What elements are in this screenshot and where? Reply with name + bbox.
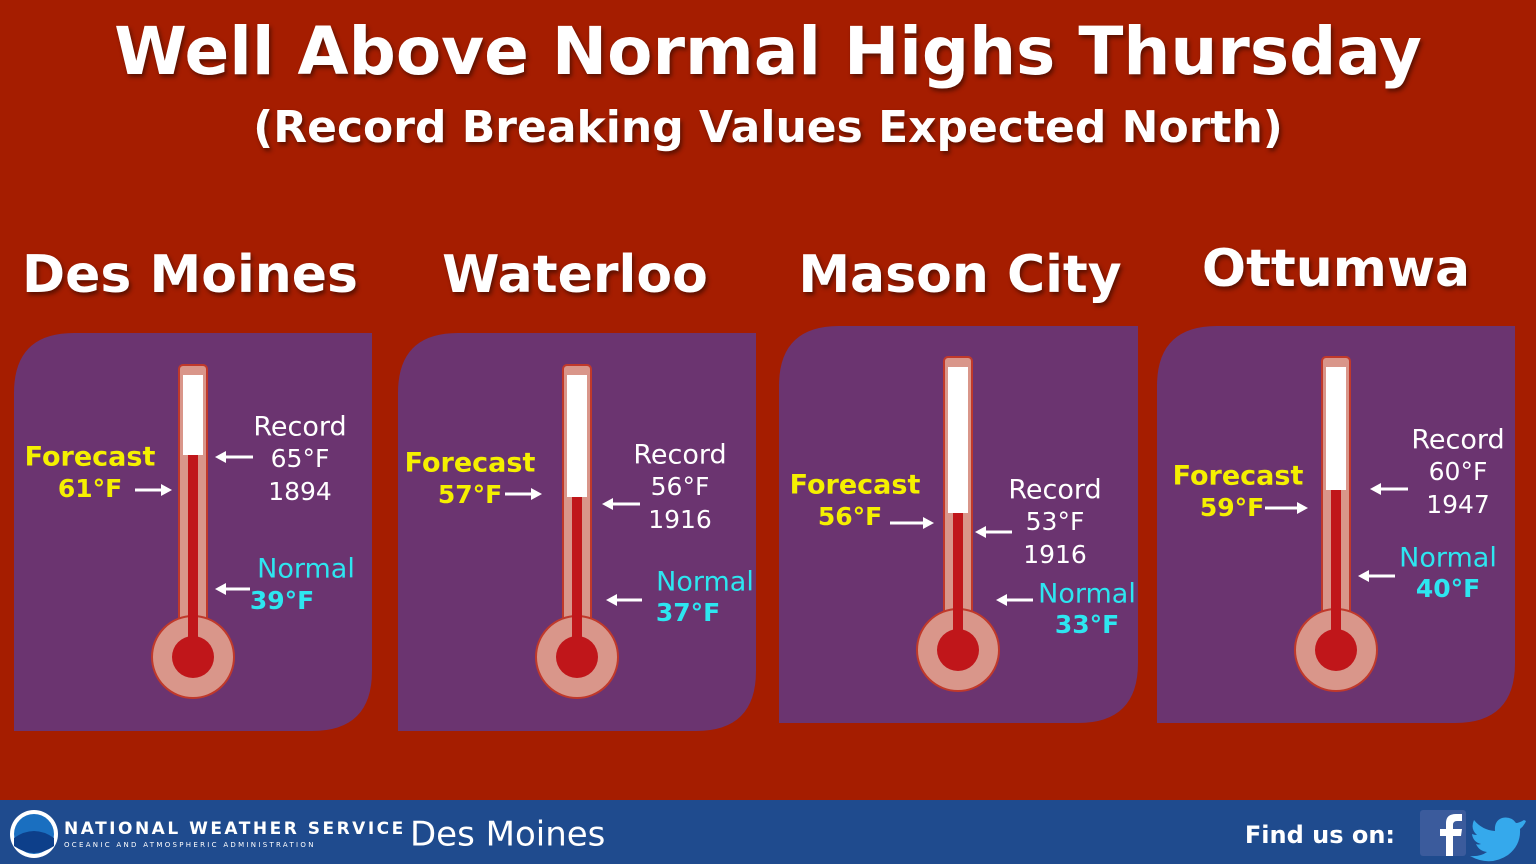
record-label: Record	[1008, 475, 1101, 506]
arrow-head	[606, 594, 617, 606]
footer-bar	[0, 800, 1536, 864]
subtitle: (Record Breaking Values Expected North)	[253, 102, 1283, 153]
forecast-value: 57°F	[438, 480, 502, 509]
arrow-head	[1358, 570, 1369, 582]
arrow-head	[1370, 483, 1381, 495]
forecast-label: Forecast	[405, 448, 536, 479]
arrow-head	[215, 583, 226, 595]
arrow-head	[161, 484, 172, 496]
thermometer-empty	[1326, 367, 1346, 490]
noaa-logo-wave	[14, 831, 54, 853]
thermometer-empty	[183, 375, 203, 455]
arrow-head	[215, 451, 226, 463]
record-year: 1947	[1426, 490, 1490, 519]
title: Well Above Normal Highs Thursday	[114, 13, 1422, 90]
record-year: 1894	[268, 477, 332, 506]
normal-label: Normal	[1399, 543, 1497, 574]
record-label: Record	[1411, 425, 1504, 456]
forecast-value: 56°F	[818, 502, 882, 531]
arrow-head	[923, 517, 934, 529]
record-value: 53°F	[1026, 507, 1085, 536]
thermometer-mercury	[572, 497, 582, 657]
normal-value: 37°F	[656, 598, 720, 627]
arrow-head	[1297, 502, 1308, 514]
facebook-glyph	[1440, 814, 1462, 856]
record-label: Record	[253, 412, 346, 443]
thermometer-core	[1315, 629, 1357, 671]
record-year: 1916	[1023, 540, 1087, 569]
forecast-label: Forecast	[1173, 461, 1304, 492]
forecast-value: 59°F	[1200, 493, 1264, 522]
normal-label: Normal	[1038, 579, 1136, 610]
thermometer-core	[172, 636, 214, 678]
record-value: 60°F	[1429, 457, 1488, 486]
agency: NATIONAL WEATHER SERVICE	[64, 819, 406, 839]
thermometer-core	[556, 636, 598, 678]
footer: NATIONAL WEATHER SERVICE OCEANIC AND ATM…	[0, 800, 1536, 864]
city-name: Waterloo	[442, 245, 708, 305]
arrow-head	[602, 498, 613, 510]
record-year: 1916	[648, 505, 712, 534]
thermometer-mercury	[188, 455, 198, 657]
record-value: 65°F	[271, 444, 330, 473]
record-label: Record	[633, 440, 726, 471]
city-name: Ottumwa	[1202, 239, 1470, 299]
panels: Des MoinesForecast61°FRecord65°F1894Norm…	[14, 239, 1515, 731]
arrow-head	[975, 526, 986, 538]
normal-label: Normal	[656, 567, 754, 598]
thermometer-core	[937, 629, 979, 671]
twitter-icon[interactable]	[1470, 817, 1526, 862]
arrow-head	[996, 594, 1007, 606]
forecast-label: Forecast	[25, 442, 156, 473]
agency-sub: OCEANIC AND ATMOSPHERIC ADMINISTRATION	[64, 841, 316, 849]
office: Des Moines	[410, 815, 605, 855]
normal-label: Normal	[257, 554, 355, 585]
arrow-head	[531, 488, 542, 500]
thermometer-mercury	[1331, 490, 1341, 650]
city-name: Des Moines	[22, 245, 358, 305]
record-value: 56°F	[651, 472, 710, 501]
thermometer-empty	[948, 367, 968, 513]
forecast-value: 61°F	[58, 474, 122, 503]
social-label: Find us on:	[1245, 821, 1395, 849]
normal-value: 40°F	[1416, 574, 1480, 603]
thermometer-empty	[567, 375, 587, 497]
normal-value: 33°F	[1055, 610, 1119, 639]
city-name: Mason City	[798, 245, 1121, 305]
thermometer-mercury	[953, 513, 963, 650]
forecast-label: Forecast	[790, 470, 921, 501]
normal-value: 39°F	[250, 586, 314, 615]
